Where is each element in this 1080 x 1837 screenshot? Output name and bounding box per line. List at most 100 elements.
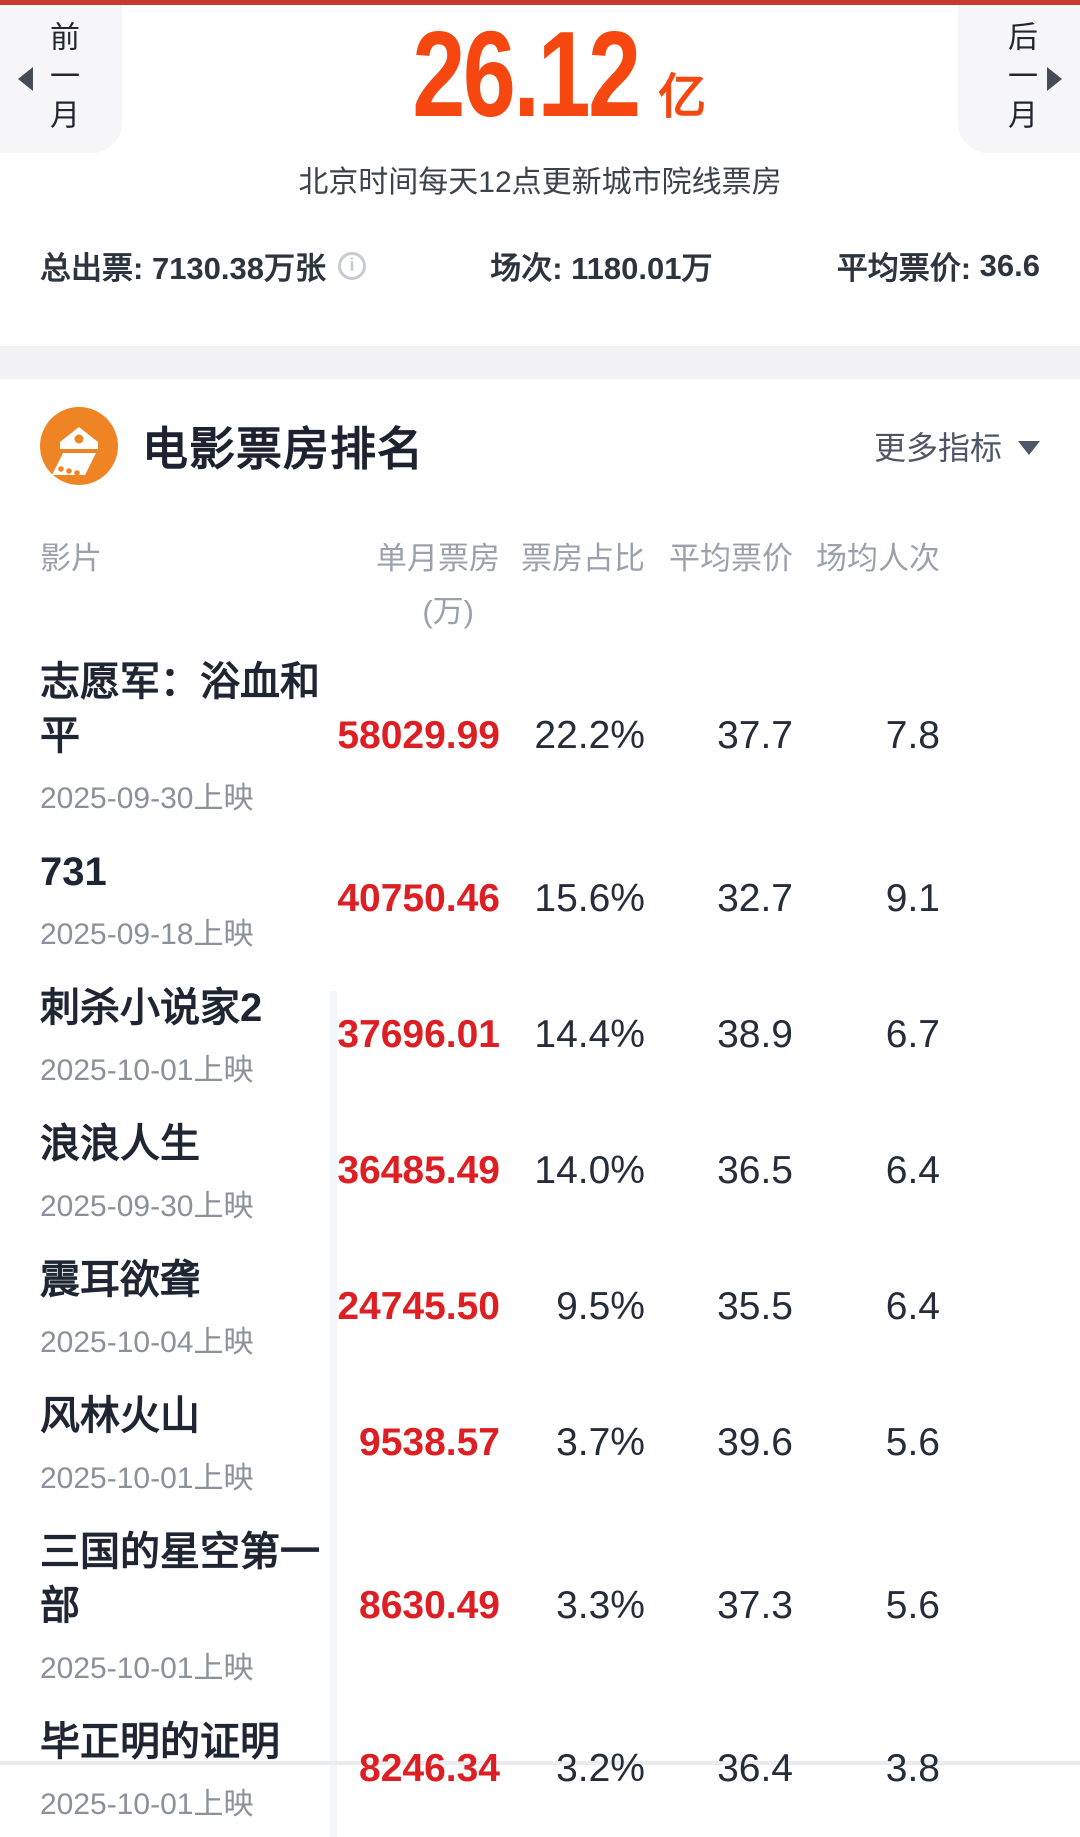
movie-avg-price: 37.7: [717, 714, 793, 757]
caret-down-icon: [1018, 441, 1040, 455]
movie-avg-attendance: 6.4: [885, 1285, 940, 1328]
col-header-monthly-box-line1: 单月票房: [376, 541, 500, 576]
movie-info: 毕正明的证明 2025-10-01上映: [0, 1715, 330, 1823]
movie-info: 浪浪人生 2025-09-30上映: [0, 1117, 330, 1225]
movie-monthly-box: 24745.50: [337, 1285, 500, 1328]
movie-info: 刺杀小说家2 2025-10-01上映: [0, 981, 330, 1089]
col-header-monthly-box-unit: (万): [422, 594, 474, 629]
movie-box-share: 9.5%: [556, 1285, 645, 1328]
section-title: 电影票房排名: [142, 423, 424, 475]
movie-release-date: 2025-09-30上映: [40, 782, 254, 815]
movie-avg-attendance: 5.6: [885, 1421, 940, 1464]
movie-title: 731: [40, 850, 107, 894]
table-header-row: 影片 单月票房 (万) 票房占比 平均票价 场均人次: [0, 519, 1080, 641]
total-box-office-value: 26.12: [412, 6, 641, 142]
info-icon[interactable]: i: [338, 251, 367, 280]
movie-release-date: 2025-09-18上映: [40, 918, 254, 951]
movie-monthly-box: 8630.49: [359, 1584, 500, 1627]
movie-avg-price: 37.3: [717, 1584, 793, 1627]
stat-avg-price: 平均票价: 36.6: [837, 243, 1040, 288]
right-arrow-icon: [1047, 67, 1062, 91]
prev-month-label: 前一月: [45, 20, 78, 138]
movie-release-date: 2025-10-04上映: [40, 1326, 254, 1359]
stat-sessions-label: 场次:: [490, 251, 563, 286]
movie-release-date: 2025-09-30上映: [40, 1190, 254, 1223]
stat-total-tickets-value: 7130.38万张: [151, 251, 327, 286]
ranking-table-body: 志愿军：浴血和平 2025-09-30上映 58029.99 22.2% 37.…: [0, 641, 1080, 1837]
stat-total-tickets-label: 总出票:: [40, 251, 144, 286]
movie-monthly-box: 40750.46: [337, 877, 500, 920]
movie-avg-attendance: 5.6: [885, 1584, 940, 1627]
next-month-button[interactable]: 后一月: [958, 5, 1080, 153]
movie-monthly-box: 9538.57: [359, 1421, 500, 1464]
stat-avg-price-value: 36.6: [979, 247, 1040, 283]
movie-row[interactable]: 志愿军：浴血和平 2025-09-30上映 58029.99 22.2% 37.…: [0, 641, 1080, 831]
movie-row[interactable]: 刺杀小说家2 2025-10-01上映 37696.01 14.4% 38.9 …: [0, 967, 1080, 1103]
movie-row[interactable]: 毕正明的证明 2025-10-01上映 8246.34 3.2% 36.4 3.…: [0, 1701, 1080, 1837]
stat-sessions-value: 1180.01万: [571, 251, 713, 286]
cinema-reel-icon: [40, 407, 118, 485]
next-month-label: 后一月: [1003, 20, 1036, 138]
movie-title: 刺杀小说家2: [40, 986, 263, 1030]
movie-title: 三国的星空第一部: [40, 1530, 320, 1628]
movie-title: 风林火山: [40, 1394, 200, 1438]
movie-avg-price: 39.6: [717, 1421, 793, 1464]
movie-row[interactable]: 731 2025-09-18上映 40750.46 15.6% 32.7 9.1: [0, 831, 1080, 967]
movie-box-share: 3.3%: [556, 1584, 645, 1627]
col-header-film: 影片: [40, 541, 102, 576]
prev-month-button[interactable]: 前一月: [0, 5, 122, 153]
col-header-monthly-box: 单月票房 (万): [330, 533, 500, 631]
movie-release-date: 2025-10-01上映: [40, 1652, 254, 1685]
movie-row[interactable]: 震耳欲聋 2025-10-04上映 24745.50 9.5% 35.5 6.4: [0, 1239, 1080, 1375]
hero-header: 前一月 后一月 26.12 亿 北京时间每天12点更新城市院线票房: [0, 5, 1080, 201]
movie-release-date: 2025-10-01上映: [40, 1788, 254, 1821]
movie-row[interactable]: 风林火山 2025-10-01上映 9538.57 3.7% 39.6 5.6: [0, 1375, 1080, 1511]
movie-box-share: 14.0%: [534, 1149, 645, 1192]
movie-release-date: 2025-10-01上映: [40, 1462, 254, 1495]
stats-row: 总出票: 7130.38万张 i 场次: 1180.01万 平均票价: 36.6: [0, 243, 1080, 288]
section-separator: [0, 346, 1080, 379]
more-metrics-button[interactable]: 更多指标: [874, 423, 1040, 469]
ranking-section-header: 电影票房排名 更多指标: [0, 379, 1080, 505]
update-note: 北京时间每天12点更新城市院线票房: [298, 166, 782, 199]
movie-box-share: 14.4%: [534, 1013, 645, 1056]
movie-avg-attendance: 6.7: [885, 1013, 940, 1056]
ranking-table: 影片 单月票房 (万) 票房占比 平均票价 场均人次 志愿军：浴血和平 2025…: [0, 519, 1080, 1837]
bottom-separator: [0, 1761, 1080, 1765]
movie-info: 三国的星空第一部 2025-10-01上映: [0, 1525, 330, 1687]
movie-avg-price: 36.4: [717, 1747, 793, 1790]
stat-sessions: 场次: 1180.01万: [490, 243, 712, 288]
movie-row[interactable]: 三国的星空第一部 2025-10-01上映 8630.49 3.3% 37.3 …: [0, 1511, 1080, 1701]
movie-box-share: 22.2%: [534, 714, 645, 757]
movie-box-share: 15.6%: [534, 877, 645, 920]
stat-total-tickets: 总出票: 7130.38万张 i: [40, 243, 367, 288]
more-metrics-label: 更多指标: [873, 430, 1002, 466]
top-accent-bar: [0, 0, 1080, 5]
movie-info: 731 2025-09-18上映: [0, 845, 330, 953]
movie-info: 志愿军：浴血和平 2025-09-30上映: [0, 655, 330, 817]
movie-row[interactable]: 浪浪人生 2025-09-30上映 36485.49 14.0% 36.5 6.…: [0, 1103, 1080, 1239]
movie-box-share: 3.7%: [556, 1421, 645, 1464]
total-box-office: 26.12 亿: [0, 13, 1080, 135]
col-header-attendance: 场均人次: [816, 541, 940, 576]
movie-box-share: 3.2%: [556, 1747, 645, 1790]
movie-title: 震耳欲聋: [40, 1258, 200, 1302]
col-header-share: 票房占比: [521, 541, 645, 576]
left-arrow-icon: [18, 67, 33, 91]
movie-avg-attendance: 7.8: [885, 714, 940, 757]
movie-monthly-box: 58029.99: [337, 714, 500, 757]
stat-avg-price-label: 平均票价:: [836, 251, 972, 286]
movie-avg-attendance: 9.1: [885, 877, 940, 920]
movie-title: 毕正明的证明: [40, 1720, 280, 1764]
movie-info: 风林火山 2025-10-01上映: [0, 1389, 330, 1497]
movie-monthly-box: 8246.34: [359, 1747, 500, 1790]
movie-release-date: 2025-10-01上映: [40, 1054, 254, 1087]
movie-avg-attendance: 3.8: [885, 1747, 940, 1790]
movie-avg-price: 36.5: [717, 1149, 793, 1192]
col-header-avg-price: 平均票价: [669, 541, 793, 576]
movie-avg-attendance: 6.4: [885, 1149, 940, 1192]
movie-avg-price: 38.9: [717, 1013, 793, 1056]
movie-info: 震耳欲聋 2025-10-04上映: [0, 1253, 330, 1361]
movie-avg-price: 32.7: [717, 877, 793, 920]
total-box-office-unit: 亿: [658, 71, 707, 124]
